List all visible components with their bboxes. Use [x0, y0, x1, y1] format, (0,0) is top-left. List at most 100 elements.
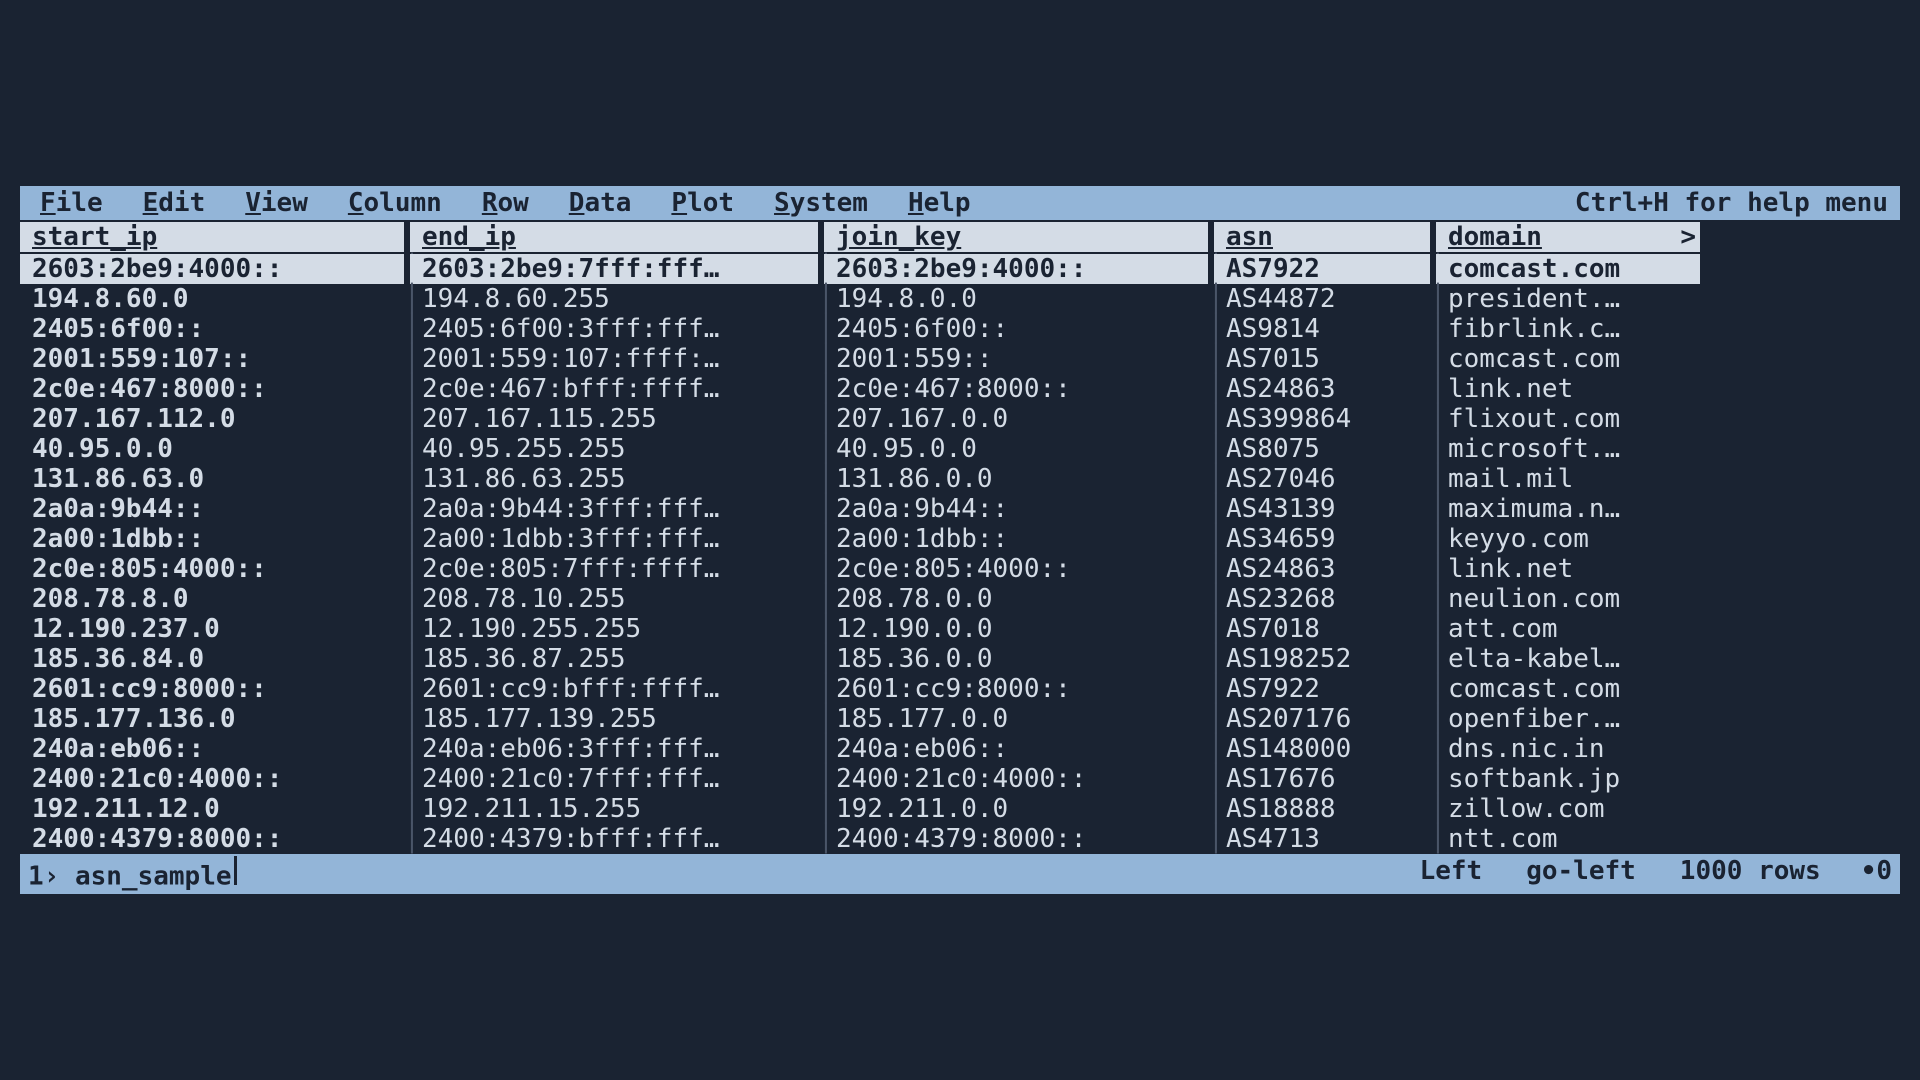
table-row[interactable]: 2c0e:805:4000::│2c0e:805:7fff:ffff…│2c0e…	[20, 554, 1900, 584]
cell[interactable]: 2c0e:805:4000::	[20, 554, 404, 584]
cell[interactable]: 131.86.63.0	[20, 464, 404, 494]
col-header-end_ip[interactable]: end_ip	[410, 222, 818, 252]
cell[interactable]: AS24863	[1214, 374, 1430, 404]
cell[interactable]: 40.95.0.0	[20, 434, 404, 464]
table-row[interactable]: 240a:eb06::│240a:eb06:3fff:fff…│240a:eb0…	[20, 734, 1900, 764]
table-row[interactable]: 2400:4379:8000::│2400:4379:bfff:fff…│240…	[20, 824, 1900, 854]
cell[interactable]: AS43139	[1214, 494, 1430, 524]
cell[interactable]: 185.36.87.255	[410, 644, 818, 674]
cell[interactable]: 2c0e:805:4000::	[824, 554, 1208, 584]
cell[interactable]: AS399864	[1214, 404, 1430, 434]
cell[interactable]: AS198252	[1214, 644, 1430, 674]
cell[interactable]: 2603:2be9:4000::	[20, 254, 404, 284]
cell[interactable]: 40.95.255.255	[410, 434, 818, 464]
cell[interactable]: fibrlink.c…	[1436, 314, 1700, 344]
cell[interactable]: 12.190.255.255	[410, 614, 818, 644]
cell[interactable]: 185.36.84.0	[20, 644, 404, 674]
cell[interactable]: 12.190.237.0	[20, 614, 404, 644]
cell[interactable]: 2c0e:467:bfff:ffff…	[410, 374, 818, 404]
table-row[interactable]: 2a0a:9b44::│2a0a:9b44:3fff:fff…│2a0a:9b4…	[20, 494, 1900, 524]
cell[interactable]: AS44872	[1214, 284, 1430, 314]
cell[interactable]: 207.167.0.0	[824, 404, 1208, 434]
cell[interactable]: 240a:eb06:3fff:fff…	[410, 734, 818, 764]
cell[interactable]: president.…	[1436, 284, 1700, 314]
table-row[interactable]: 208.78.8.0│208.78.10.255│208.78.0.0│AS23…	[20, 584, 1900, 614]
table-row[interactable]: 2001:559:107::│2001:559:107:ffff:…│2001:…	[20, 344, 1900, 374]
cell[interactable]: 2400:4379:8000::	[824, 824, 1208, 854]
menu-system[interactable]: System	[754, 188, 888, 218]
cell[interactable]: AS7922	[1214, 254, 1430, 284]
cell[interactable]: comcast.com	[1436, 254, 1700, 284]
cell[interactable]: 185.36.0.0	[824, 644, 1208, 674]
cell[interactable]: 208.78.8.0	[20, 584, 404, 614]
cell[interactable]: elta-kabel…	[1436, 644, 1700, 674]
menu-column[interactable]: Column	[328, 188, 462, 218]
menu-edit[interactable]: Edit	[123, 188, 226, 218]
cell[interactable]: comcast.com	[1436, 344, 1700, 374]
table-row[interactable]: 207.167.112.0│207.167.115.255│207.167.0.…	[20, 404, 1900, 434]
table-row[interactable]: 2400:21c0:4000::│2400:21c0:7fff:fff…│240…	[20, 764, 1900, 794]
cell[interactable]: keyyo.com	[1436, 524, 1700, 554]
cell[interactable]: 2001:559:107:ffff:…	[410, 344, 818, 374]
table-row[interactable]: 2a00:1dbb::│2a00:1dbb:3fff:fff…│2a00:1db…	[20, 524, 1900, 554]
cell[interactable]: 208.78.0.0	[824, 584, 1208, 614]
cell[interactable]: 2405:6f00:3fff:fff…	[410, 314, 818, 344]
table-row[interactable]: 2601:cc9:8000::│2601:cc9:bfff:ffff…│2601…	[20, 674, 1900, 704]
cell[interactable]: 192.211.0.0	[824, 794, 1208, 824]
col-header-asn[interactable]: asn	[1214, 222, 1430, 252]
cell[interactable]: 185.177.139.255	[410, 704, 818, 734]
cell[interactable]: openfiber.…	[1436, 704, 1700, 734]
cell[interactable]: 2601:cc9:bfff:ffff…	[410, 674, 818, 704]
menu-view[interactable]: View	[225, 188, 328, 218]
table-row[interactable]: 2c0e:467:8000::│2c0e:467:bfff:ffff…│2c0e…	[20, 374, 1900, 404]
cell[interactable]: ntt.com	[1436, 824, 1700, 854]
table-row[interactable]: 194.8.60.0│194.8.60.255│194.8.0.0│AS4487…	[20, 284, 1900, 314]
cell[interactable]: dns.nic.in	[1436, 734, 1700, 764]
cell[interactable]: AS23268	[1214, 584, 1430, 614]
cell[interactable]: link.net	[1436, 374, 1700, 404]
table-row[interactable]: 12.190.237.0│12.190.255.255│12.190.0.0│A…	[20, 614, 1900, 644]
cell[interactable]: 2601:cc9:8000::	[20, 674, 404, 704]
cell[interactable]: AS7018	[1214, 614, 1430, 644]
table-row[interactable]: 40.95.0.0│40.95.255.255│40.95.0.0│AS8075…	[20, 434, 1900, 464]
cell[interactable]: AS207176	[1214, 704, 1430, 734]
cell[interactable]: AS27046	[1214, 464, 1430, 494]
cell[interactable]: 207.167.112.0	[20, 404, 404, 434]
cell[interactable]: AS9814	[1214, 314, 1430, 344]
col-header-start_ip[interactable]: start_ip	[20, 222, 404, 252]
cell[interactable]: 2a0a:9b44:3fff:fff…	[410, 494, 818, 524]
cell[interactable]: 185.177.0.0	[824, 704, 1208, 734]
cell[interactable]: 185.177.136.0	[20, 704, 404, 734]
table-row[interactable]: 2603:2be9:4000::│2603:2be9:7fff:fff…│260…	[20, 254, 1900, 284]
cell[interactable]: 12.190.0.0	[824, 614, 1208, 644]
cell[interactable]: 2a00:1dbb::	[20, 524, 404, 554]
menu-help[interactable]: Help	[888, 188, 991, 218]
cell[interactable]: 2c0e:467:8000::	[20, 374, 404, 404]
cell[interactable]: flixout.com	[1436, 404, 1700, 434]
cell[interactable]: AS148000	[1214, 734, 1430, 764]
menu-plot[interactable]: Plot	[651, 188, 754, 218]
cell[interactable]: 131.86.63.255	[410, 464, 818, 494]
cell[interactable]: zillow.com	[1436, 794, 1700, 824]
cell[interactable]: 2400:21c0:7fff:fff…	[410, 764, 818, 794]
cell[interactable]: 2601:cc9:8000::	[824, 674, 1208, 704]
table-row[interactable]: 2405:6f00::│2405:6f00:3fff:fff…│2405:6f0…	[20, 314, 1900, 344]
cell[interactable]: 2400:21c0:4000::	[20, 764, 404, 794]
cell[interactable]: 40.95.0.0	[824, 434, 1208, 464]
cell[interactable]: 2400:4379:8000::	[20, 824, 404, 854]
cell[interactable]: 207.167.115.255	[410, 404, 818, 434]
cell[interactable]: AS24863	[1214, 554, 1430, 584]
col-header-domain[interactable]: domain	[1436, 222, 1700, 252]
cell[interactable]: AS34659	[1214, 524, 1430, 554]
cell[interactable]: 2603:2be9:7fff:fff…	[410, 254, 818, 284]
cell[interactable]: 2405:6f00::	[824, 314, 1208, 344]
menu-row[interactable]: Row	[462, 188, 549, 218]
cell[interactable]: 2a0a:9b44::	[20, 494, 404, 524]
cell[interactable]: 2405:6f00::	[20, 314, 404, 344]
cell[interactable]: 192.211.15.255	[410, 794, 818, 824]
col-header-join_key[interactable]: join_key	[824, 222, 1208, 252]
cell[interactable]: 131.86.0.0	[824, 464, 1208, 494]
cell[interactable]: 194.8.60.0	[20, 284, 404, 314]
cell[interactable]: 192.211.12.0	[20, 794, 404, 824]
cell[interactable]: 2a00:1dbb:3fff:fff…	[410, 524, 818, 554]
